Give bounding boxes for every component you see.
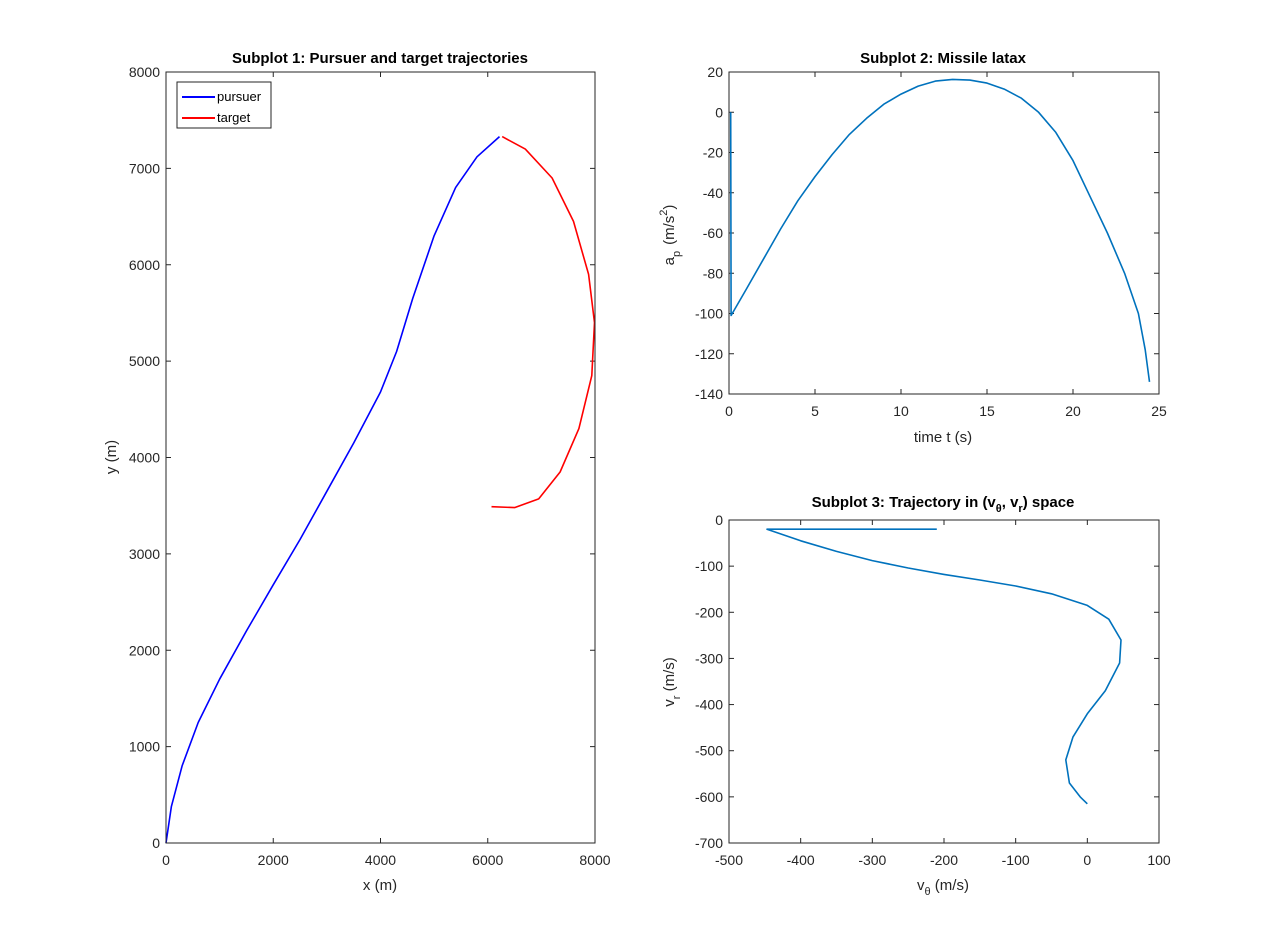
subplot-2-series-line-1 <box>729 78 1151 383</box>
subplot-1-xtick-label: 0 <box>162 852 170 868</box>
subplot-1-ytick-label: 3000 <box>129 546 160 562</box>
subplot-2-ytick-label: 0 <box>715 104 723 120</box>
subplot-2-xtick-label: 15 <box>979 403 995 419</box>
subplot-3-series-line-1 <box>766 528 1122 805</box>
svg-text:vr (m/s): vr (m/s) <box>661 657 683 707</box>
legend-pursuer-label: pursuer <box>217 89 262 104</box>
subplot-3-xtick-label: -200 <box>930 852 958 868</box>
subplot-3-xlabel: vθ (m/s) <box>917 877 969 898</box>
subplot-1-ytick-label: 0 <box>152 835 160 851</box>
xlabel-unit: (m/s) <box>931 877 969 894</box>
subplot-3-xtick-label: -300 <box>858 852 886 868</box>
subplot-2-xtick-label: 10 <box>893 403 909 419</box>
title-main: Subplot 3: Trajectory in (v <box>812 494 997 511</box>
subplot-1-xlabel: x (m) <box>363 877 397 894</box>
subplot-2-lines <box>729 78 1151 383</box>
subplot-3-ytick-label: -400 <box>695 697 723 713</box>
subplot-2-title: Subplot 2: Missile latax <box>860 50 1027 67</box>
subplot-2-box <box>728 71 1160 395</box>
legend-box <box>176 81 272 129</box>
subplot-1-box <box>165 71 596 844</box>
legend-target-label: target <box>217 110 251 125</box>
subplot-2-ytick-label: -20 <box>703 145 723 161</box>
subplot-3-ytick-label: -600 <box>695 789 723 805</box>
subplot-1-title: Subplot 1: Pursuer and target trajectori… <box>232 50 528 67</box>
subplot-1-ytick-label: 1000 <box>129 739 160 755</box>
subplot-3-ytick-label: -100 <box>695 558 723 574</box>
subplot-2-ytick-label: -120 <box>695 346 723 362</box>
subplot-1-xtick-label: 2000 <box>258 852 289 868</box>
subplot-2-ticks: 0 5 10 15 20 25 -140 -120 -100 -80 -60 -40 -20 0 20 <box>695 64 1167 419</box>
subplot-2-xtick-label: 25 <box>1151 403 1167 419</box>
subplot-1-ylabel: y (m) <box>103 440 120 474</box>
subplot-1-ytick-label: 4000 <box>129 450 160 466</box>
subplot-1-legend: pursuer target <box>176 81 272 129</box>
subplot-1-ytick-label: 7000 <box>129 160 160 176</box>
ylabel-main: v <box>661 699 678 707</box>
subplot-2-ytick-label: -80 <box>703 265 723 281</box>
title-sub1: θ <box>996 503 1002 515</box>
title-end: ) space <box>1023 494 1075 511</box>
subplot-1-xtick-label: 4000 <box>365 852 396 868</box>
ylabel-unit: (m/s) <box>661 657 678 695</box>
subplot-1-lines <box>165 135 596 844</box>
subplot-2-ylabel: ap (m/s2) <box>658 205 683 266</box>
subplot-1-ytick-label: 5000 <box>129 353 160 369</box>
xlabel-sub: θ <box>925 886 931 898</box>
subplot-3-xtick-label: 100 <box>1147 852 1171 868</box>
subplot-3-axes: Subplot 3: Trajectory in (vθ, vr) space … <box>661 494 1171 898</box>
subplot-3-title: Subplot 3: Trajectory in (vθ, vr) space <box>812 494 1075 515</box>
ylabel-main: a <box>661 256 678 265</box>
subplot-1-xtick-label: 6000 <box>472 852 503 868</box>
subplot-2-xtick-label: 20 <box>1065 403 1081 419</box>
subplot-2-ytick-label: 20 <box>707 64 723 80</box>
subplot-3-xtick-label: -400 <box>787 852 815 868</box>
subplot-2-axes: Subplot 2: Missile latax time t (s) ap (m… <box>658 50 1167 446</box>
subplot-1-series-target <box>491 135 596 509</box>
title-mid: , v <box>1002 494 1019 511</box>
ylabel-close: ) <box>661 205 678 210</box>
subplot-2-ytick-label: -100 <box>695 306 723 322</box>
subplot-3-ytick-label: 0 <box>715 512 723 528</box>
subplot-3-xtick-label: -500 <box>715 852 743 868</box>
subplot-1-series-pursuer <box>165 136 501 844</box>
ylabel-sup: 2 <box>658 210 670 216</box>
ylabel-unit: (m/s <box>661 216 678 245</box>
subplot-1-ticks: 0 2000 4000 6000 8000 0 1000 2000 3000 4000 5000 60… <box>129 64 611 868</box>
subplot-3-ylabel: vr (m/s) <box>661 657 683 707</box>
subplot-1-ytick-label: 2000 <box>129 642 160 658</box>
subplot-3-box <box>728 519 1160 844</box>
ylabel-sub: r <box>671 695 683 699</box>
subplot-1-ytick-label: 6000 <box>129 257 160 273</box>
subplot-3-ytick-label: -700 <box>695 835 723 851</box>
subplot-3-xtick-label: -100 <box>1002 852 1030 868</box>
ylabel-sub: p <box>671 251 683 257</box>
subplot-2-xtick-label: 0 <box>725 403 733 419</box>
subplot-3-ytick-label: -200 <box>695 604 723 620</box>
subplot-2-ytick-label: -60 <box>703 225 723 241</box>
subplot-2-xtick-label: 5 <box>811 403 819 419</box>
xlabel-main: v <box>917 877 925 894</box>
title-sub2: r <box>1018 503 1023 515</box>
subplot-3-ytick-label: -300 <box>695 650 723 666</box>
subplot-3-lines <box>766 528 1122 805</box>
svg-text:ap(m/s2): ap (m/s2) <box>658 205 683 266</box>
subplot-3-xtick-label: 0 <box>1083 852 1091 868</box>
subplot-2-ytick-label: -40 <box>703 185 723 201</box>
subplot-1-ytick-label: 8000 <box>129 64 160 80</box>
subplot-2-xlabel: time t (s) <box>914 429 972 446</box>
subplot-1-xtick-label: 8000 <box>579 852 610 868</box>
subplot-3-ytick-label: -500 <box>695 743 723 759</box>
subplot-1-axes: Subplot 1: Pursuer and target trajectori… <box>103 50 611 894</box>
subplot-2-ytick-label: -140 <box>695 386 723 402</box>
